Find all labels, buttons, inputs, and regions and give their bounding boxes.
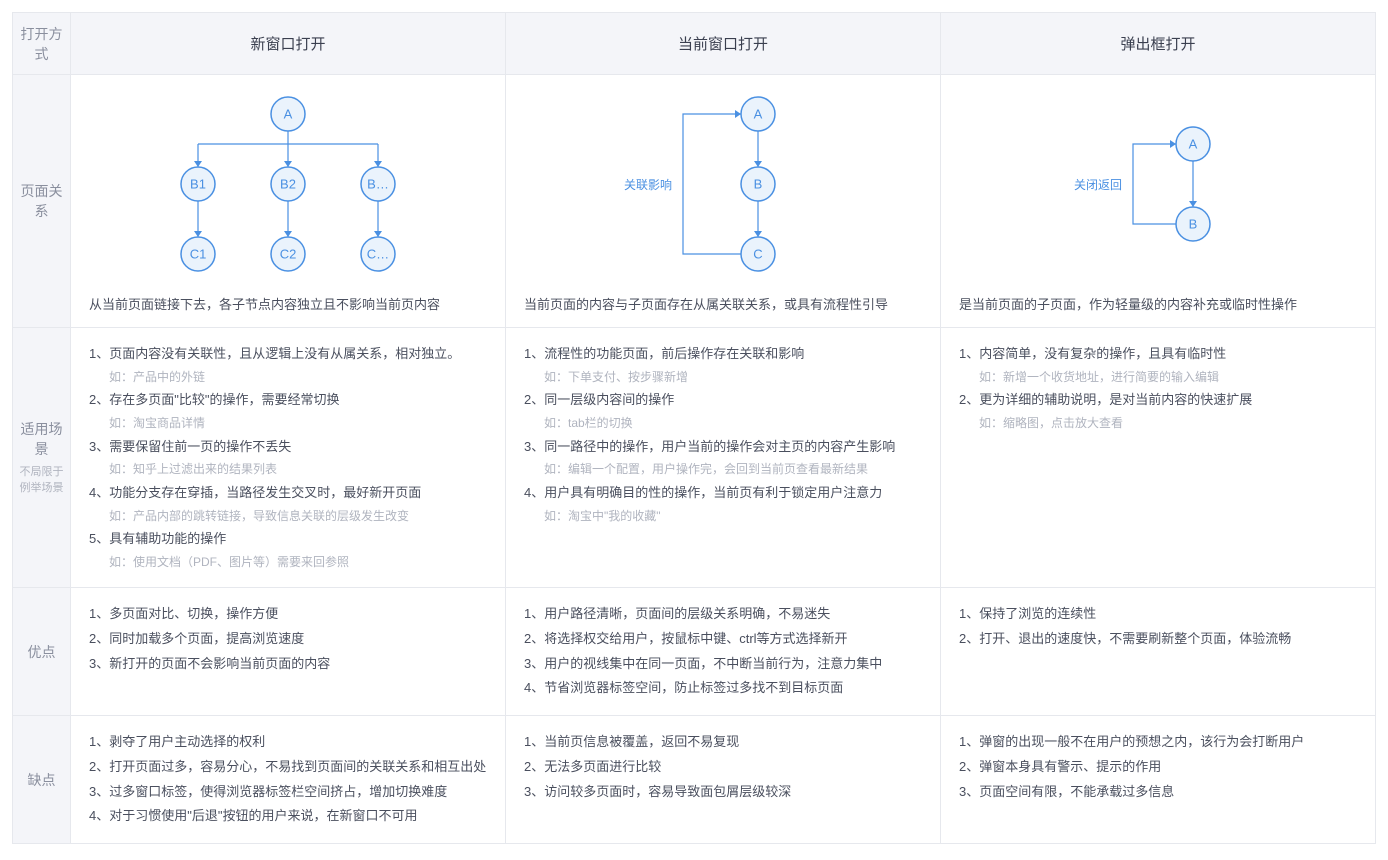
diagram-curwin: A B C 关联影响: [524, 89, 922, 279]
scenario-item: 1、内容简单，没有复杂的操作，且具有临时性: [959, 342, 1357, 367]
comparison-table: 打开方式 新窗口打开 当前窗口打开 弹出框打开 页面关系 AB1B2B…C1C2…: [12, 12, 1376, 844]
diagram-newwin: A B1 B2 B… C1 C2 C…: [89, 89, 487, 279]
advantage-item: 3、用户的视线集中在同一页面，不中断当前行为，注意力集中: [524, 652, 922, 677]
advantage-item: 2、同时加载多个页面，提高浏览速度: [89, 627, 487, 652]
scenario-example: 如：缩略图，点击放大查看: [959, 413, 1357, 435]
svg-text:A: A: [1189, 137, 1198, 152]
advantage-item: 1、用户路径清晰，页面间的层级关系明确，不易迷失: [524, 602, 922, 627]
disadvantage-item: 2、无法多页面进行比较: [524, 755, 922, 780]
advantage-item: 2、打开、退出的速度快，不需要刷新整个页面，体验流畅: [959, 627, 1357, 652]
advantage-item: 2、将选择权交给用户，按鼠标中键、ctrl等方式选择新开: [524, 627, 922, 652]
scenario-item: 2、存在多页面"比较"的操作，需要经常切换: [89, 388, 487, 413]
scenario-item: 1、页面内容没有关联性，且从逻辑上没有从属关系，相对独立。: [89, 342, 487, 367]
disadvantage-item: 3、页面空间有限，不能承载过多信息: [959, 780, 1357, 805]
col-header-1: 当前窗口打开: [506, 13, 941, 75]
cell-relation-1: A B C 关联影响 当前页面的内容与子页面存在从属关联关系，或具有流程性引导: [506, 75, 941, 328]
col-header-0: 新窗口打开: [71, 13, 506, 75]
scenario-item: 4、用户具有明确目的性的操作，当前页有利于锁定用户注意力: [524, 481, 922, 506]
cell-scenario-1: 1、流程性的功能页面，前后操作存在关联和影响如：下单支付、按步骤新增2、同一层级…: [506, 328, 941, 588]
row-label-relation: 页面关系: [13, 75, 71, 328]
svg-text:B…: B…: [367, 177, 389, 192]
advantage-item: 4、节省浏览器标签空间，防止标签过多找不到目标页面: [524, 676, 922, 701]
svg-text:C2: C2: [280, 247, 297, 262]
col-header-2: 弹出框打开: [941, 13, 1376, 75]
scenario-example: 如：淘宝商品详情: [89, 413, 487, 435]
disadvantage-item: 1、弹窗的出现一般不在用户的预想之内，该行为会打断用户: [959, 730, 1357, 755]
disadvantage-item: 4、对于习惯使用"后退"按钮的用户来说，在新窗口不可用: [89, 804, 487, 829]
cell-relation-2: A B 关闭返回 是当前页面的子页面，作为轻量级的内容补充或临时性操作: [941, 75, 1376, 328]
svg-text:关联影响: 关联影响: [624, 177, 672, 192]
scenario-example: 如：tab栏的切换: [524, 413, 922, 435]
desc-2: 是当前页面的子页面，作为轻量级的内容补充或临时性操作: [959, 294, 1357, 313]
svg-text:B2: B2: [280, 177, 296, 192]
cell-disadvantage-1: 1、当前页信息被覆盖，返回不易复现2、无法多页面进行比较3、访问较多页面时，容易…: [506, 716, 941, 844]
disadvantage-item: 2、打开页面过多，容易分心，不易找到页面间的关联关系和相互出处: [89, 755, 487, 780]
disadvantage-item: 2、弹窗本身具有警示、提示的作用: [959, 755, 1357, 780]
disadvantage-item: 1、剥夺了用户主动选择的权利: [89, 730, 487, 755]
scenario-item: 2、同一层级内容间的操作: [524, 388, 922, 413]
desc-0: 从当前页面链接下去，各子节点内容独立且不影响当前页内容: [89, 294, 487, 313]
diagram-popup: A B 关闭返回: [959, 89, 1357, 279]
scenario-item: 2、更为详细的辅助说明，是对当前内容的快速扩展: [959, 388, 1357, 413]
scenario-example: 如：产品内部的跳转链接，导致信息关联的层级发生改变: [89, 506, 487, 528]
scenario-example: 如：产品中的外链: [89, 367, 487, 389]
row-label-advantage: 优点: [13, 588, 71, 716]
cell-scenario-2: 1、内容简单，没有复杂的操作，且具有临时性如：新增一个收货地址，进行简要的输入编…: [941, 328, 1376, 588]
disadvantage-item: 1、当前页信息被覆盖，返回不易复现: [524, 730, 922, 755]
svg-text:C: C: [753, 247, 762, 262]
disadvantage-item: 3、过多窗口标签，使得浏览器标签栏空间挤占，增加切换难度: [89, 780, 487, 805]
scenario-item: 3、需要保留住前一页的操作不丢失: [89, 435, 487, 460]
row-label-scenario: 适用场景不局限于例举场景: [13, 328, 71, 588]
scenario-example: 如：下单支付、按步骤新增: [524, 367, 922, 389]
svg-text:B: B: [1189, 217, 1198, 232]
scenario-example: 如：知乎上过滤出来的结果列表: [89, 459, 487, 481]
advantage-item: 1、多页面对比、切换，操作方便: [89, 602, 487, 627]
advantage-item: 1、保持了浏览的连续性: [959, 602, 1357, 627]
disadvantage-item: 3、访问较多页面时，容易导致面包屑层级较深: [524, 780, 922, 805]
header-corner: 打开方式: [13, 13, 71, 75]
cell-advantage-1: 1、用户路径清晰，页面间的层级关系明确，不易迷失2、将选择权交给用户，按鼠标中键…: [506, 588, 941, 716]
svg-text:B1: B1: [190, 177, 206, 192]
scenario-item: 5、具有辅助功能的操作: [89, 527, 487, 552]
svg-text:B: B: [754, 177, 763, 192]
scenario-example: 如：新增一个收货地址，进行简要的输入编辑: [959, 367, 1357, 389]
cell-disadvantage-0: 1、剥夺了用户主动选择的权利2、打开页面过多，容易分心，不易找到页面间的关联关系…: [71, 716, 506, 844]
cell-advantage-2: 1、保持了浏览的连续性2、打开、退出的速度快，不需要刷新整个页面，体验流畅: [941, 588, 1376, 716]
cell-relation-0: A B1 B2 B… C1 C2 C… 从当前页面链接下去，各子节点内容独立且不影响当前页内…: [71, 75, 506, 328]
scenario-example: 如：编辑一个配置，用户操作完，会回到当前页查看最新结果: [524, 459, 922, 481]
svg-text:A: A: [754, 107, 763, 122]
desc-1: 当前页面的内容与子页面存在从属关联关系，或具有流程性引导: [524, 294, 922, 313]
cell-disadvantage-2: 1、弹窗的出现一般不在用户的预想之内，该行为会打断用户2、弹窗本身具有警示、提示…: [941, 716, 1376, 844]
scenario-item: 1、流程性的功能页面，前后操作存在关联和影响: [524, 342, 922, 367]
advantage-item: 3、新打开的页面不会影响当前页面的内容: [89, 652, 487, 677]
scenario-example: 如：淘宝中"我的收藏": [524, 506, 922, 528]
svg-text:关闭返回: 关闭返回: [1074, 178, 1122, 192]
cell-advantage-0: 1、多页面对比、切换，操作方便2、同时加载多个页面，提高浏览速度3、新打开的页面…: [71, 588, 506, 716]
scenario-item: 4、功能分支存在穿插，当路径发生交叉时，最好新开页面: [89, 481, 487, 506]
svg-text:A: A: [284, 107, 293, 122]
cell-scenario-0: 1、页面内容没有关联性，且从逻辑上没有从属关系，相对独立。如：产品中的外链2、存…: [71, 328, 506, 588]
scenario-example: 如：使用文档（PDF、图片等）需要来回参照: [89, 552, 487, 574]
row-label-disadvantage: 缺点: [13, 716, 71, 844]
scenario-item: 3、同一路径中的操作，用户当前的操作会对主页的内容产生影响: [524, 435, 922, 460]
svg-text:C…: C…: [367, 247, 389, 262]
svg-text:C1: C1: [190, 247, 207, 262]
